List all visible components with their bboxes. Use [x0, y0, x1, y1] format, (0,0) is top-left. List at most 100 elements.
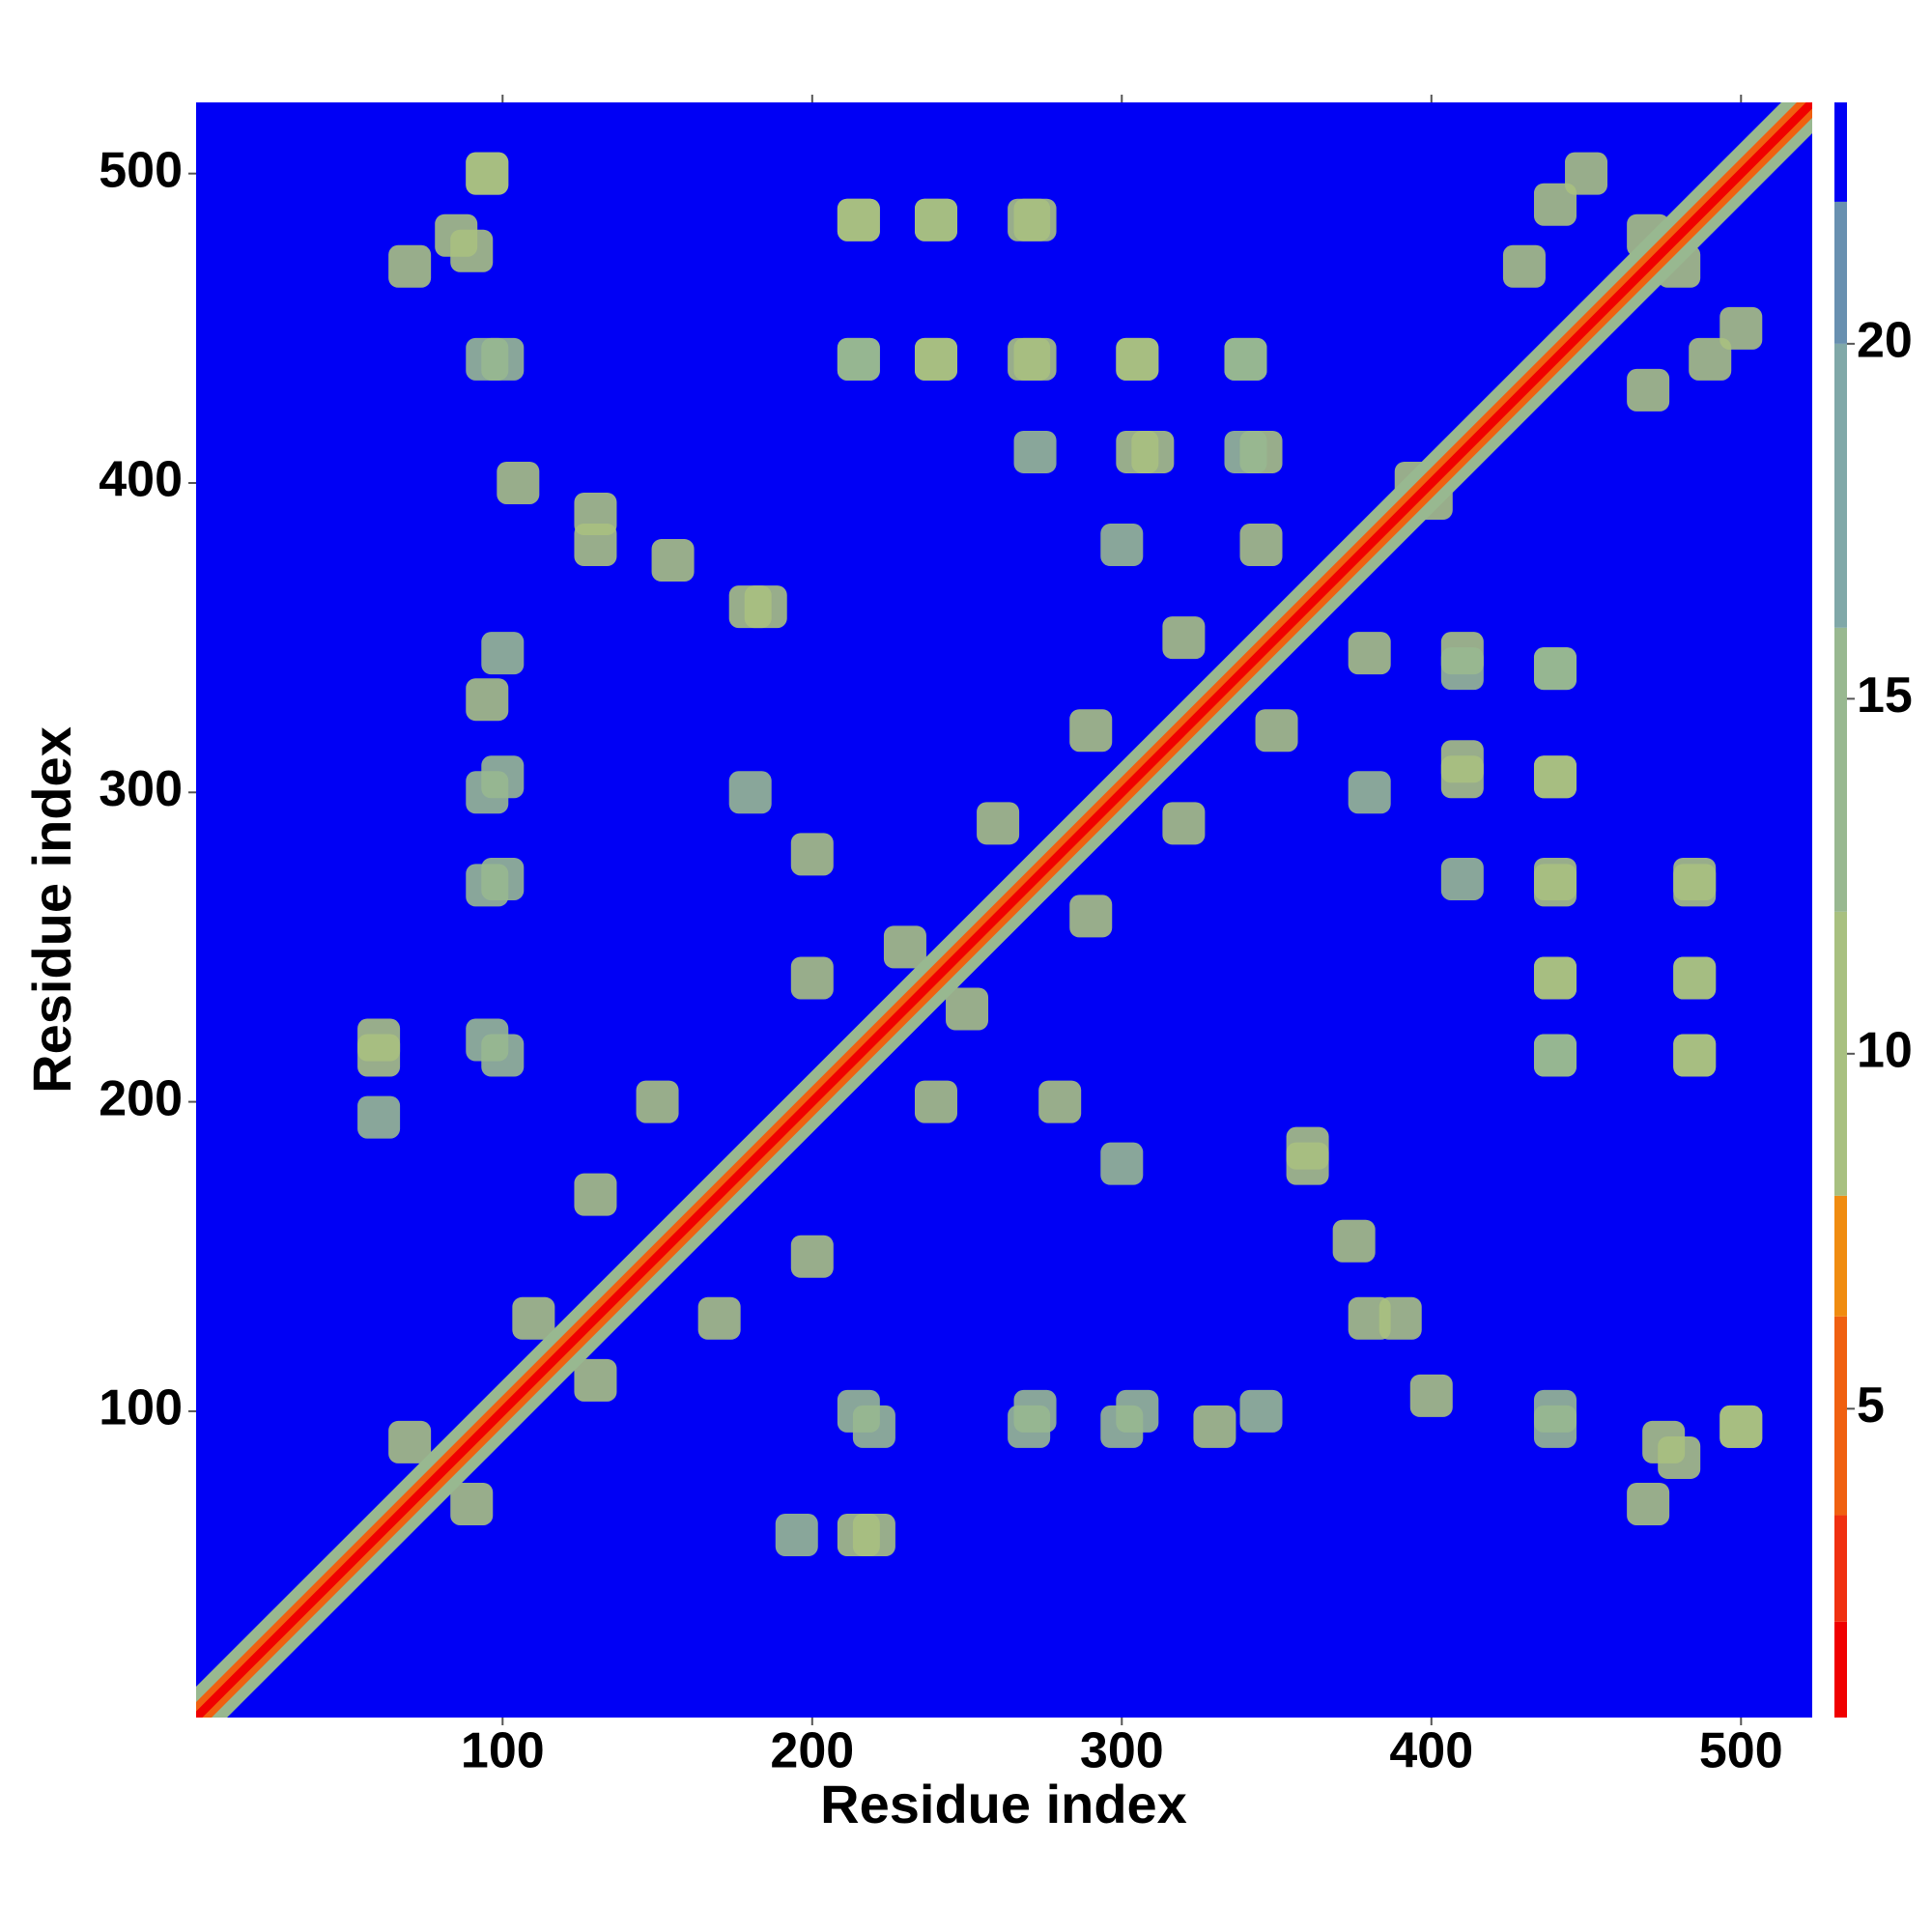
y-tick-label: 300 — [99, 761, 183, 817]
contact-cell — [466, 337, 509, 381]
contact-cell — [852, 1405, 895, 1448]
contact-cell — [914, 198, 957, 242]
contact-cell — [1255, 709, 1298, 753]
contact-cell — [450, 1482, 494, 1525]
contact-cell — [775, 1514, 818, 1557]
contact-cell — [1224, 430, 1267, 473]
contact-cell — [790, 1235, 834, 1278]
x-tick-label: 400 — [1389, 1723, 1473, 1779]
contact-cell — [914, 1080, 957, 1123]
contact-cell — [466, 771, 509, 814]
contact-cell — [388, 1420, 432, 1463]
contact-cell — [1502, 244, 1546, 288]
contact-cell — [790, 833, 834, 876]
colorbar-segment — [1834, 102, 1847, 202]
contact-cell — [883, 925, 926, 969]
contact-cell — [357, 1095, 401, 1139]
contact-cell — [1013, 430, 1057, 473]
x-axis-title: Residue index — [820, 1774, 1187, 1834]
contact-cell — [1348, 771, 1391, 814]
contact-cell — [466, 152, 509, 195]
contact-cell — [728, 585, 772, 629]
contact-cell — [837, 198, 880, 242]
heatmap-area — [196, 102, 1812, 1718]
contact-cell — [1008, 1405, 1051, 1448]
contact-cell — [1239, 1389, 1283, 1433]
contact-cell — [1533, 1405, 1577, 1448]
contact-cell — [1038, 1080, 1082, 1123]
contact-cell — [1673, 857, 1717, 900]
contact-cell — [1719, 306, 1763, 350]
contact-cell — [1440, 755, 1484, 799]
contact-cell — [1533, 956, 1577, 1000]
contact-cell — [697, 1296, 741, 1340]
contact-cell — [1100, 1405, 1144, 1448]
contact-cell — [1100, 524, 1144, 567]
x-tick-label: 500 — [1699, 1723, 1783, 1779]
contact-cell — [946, 987, 989, 1031]
contact-cell — [1627, 368, 1670, 412]
colorbar-tick-label: 5 — [1857, 1378, 1885, 1434]
contact-cell — [837, 1514, 880, 1557]
colorbar-segment — [1834, 1195, 1847, 1317]
contact-cell — [1533, 857, 1577, 900]
contact-cell — [497, 461, 540, 504]
contact-cell — [1162, 616, 1206, 660]
contact-cell — [1069, 709, 1113, 753]
contact-cell — [388, 244, 432, 288]
contact-cell — [1332, 1219, 1376, 1263]
contact-cell — [1719, 1405, 1763, 1448]
colorbar-segment — [1834, 627, 1847, 912]
contact-cell — [1348, 1296, 1391, 1340]
contact-cell — [1627, 1482, 1670, 1525]
contact-cell — [1689, 337, 1732, 381]
contact-cell — [1239, 524, 1283, 567]
contact-cell — [1286, 1142, 1329, 1185]
colorbar-segment — [1834, 911, 1847, 1196]
y-tick-label: 500 — [99, 142, 183, 198]
x-tick-label: 200 — [770, 1723, 854, 1779]
contact-cell — [837, 337, 880, 381]
contact-cell — [1409, 1374, 1453, 1417]
contact-cell — [1440, 857, 1484, 900]
x-tick-label: 300 — [1080, 1723, 1164, 1779]
contact-cell — [977, 802, 1020, 845]
contact-cell — [435, 213, 478, 257]
contact-cell — [481, 632, 525, 675]
contact-cell — [1162, 802, 1206, 845]
contact-cell — [466, 678, 509, 722]
contact-cell — [1533, 1034, 1577, 1077]
contact-cell — [1533, 647, 1577, 691]
contact-cell — [512, 1296, 555, 1340]
contact-cell — [1440, 647, 1484, 691]
contact-cell — [636, 1080, 679, 1123]
contact-cell — [1116, 337, 1159, 381]
contact-cell — [1013, 337, 1057, 381]
contact-cell — [574, 524, 617, 567]
colorbar-segment — [1834, 343, 1847, 628]
colorbar-tick-label: 15 — [1857, 668, 1913, 724]
contact-cell — [651, 539, 695, 582]
y-tick-label: 200 — [99, 1070, 183, 1126]
x-tick-label: 100 — [461, 1723, 545, 1779]
contact-cell — [466, 864, 509, 907]
contact-cell — [914, 337, 957, 381]
contact-cell — [1348, 632, 1391, 675]
colorbar-tick-label: 20 — [1857, 313, 1913, 369]
contact-cell — [574, 1358, 617, 1402]
contact-cell — [790, 956, 834, 1000]
contact-cell — [574, 1173, 617, 1216]
diagonal-band — [196, 102, 1812, 1718]
colorbar-segment — [1834, 1316, 1847, 1516]
y-tick-label: 100 — [99, 1380, 183, 1436]
colorbar-segment — [1834, 1515, 1847, 1622]
contact-cell — [1658, 1435, 1701, 1479]
contact-cell — [466, 1018, 509, 1062]
contact-cell — [1069, 895, 1113, 938]
contact-cell — [357, 1034, 401, 1077]
contact-cell — [1533, 755, 1577, 799]
colorbar-tick-label: 10 — [1857, 1023, 1913, 1079]
contact-cell — [1193, 1405, 1236, 1448]
contact-cell — [1533, 183, 1577, 226]
